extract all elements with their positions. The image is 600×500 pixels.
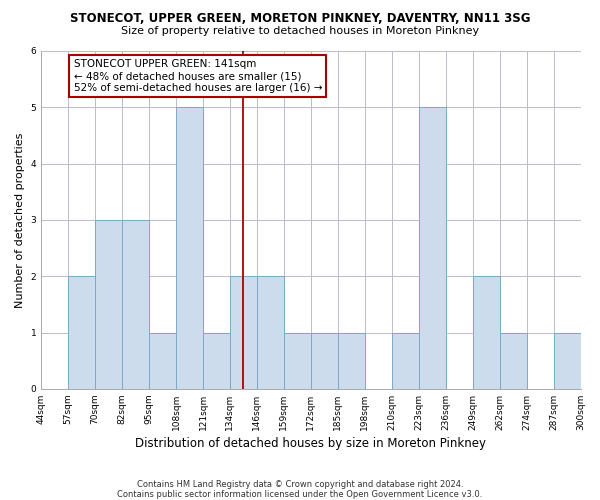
Bar <box>149 332 176 389</box>
Bar <box>284 332 311 389</box>
Text: STONECOT UPPER GREEN: 141sqm
← 48% of detached houses are smaller (15)
52% of se: STONECOT UPPER GREEN: 141sqm ← 48% of de… <box>74 60 322 92</box>
Bar <box>122 220 149 389</box>
Bar <box>257 276 284 389</box>
Bar <box>392 332 419 389</box>
Bar <box>176 108 203 389</box>
Bar <box>230 276 257 389</box>
Y-axis label: Number of detached properties: Number of detached properties <box>15 132 25 308</box>
Bar <box>311 332 338 389</box>
Bar <box>473 276 500 389</box>
Bar <box>554 332 581 389</box>
Text: Contains public sector information licensed under the Open Government Licence v3: Contains public sector information licen… <box>118 490 482 499</box>
Bar <box>203 332 230 389</box>
Bar <box>419 108 446 389</box>
X-axis label: Distribution of detached houses by size in Moreton Pinkney: Distribution of detached houses by size … <box>136 437 487 450</box>
Text: STONECOT, UPPER GREEN, MORETON PINKNEY, DAVENTRY, NN11 3SG: STONECOT, UPPER GREEN, MORETON PINKNEY, … <box>70 12 530 26</box>
Bar <box>500 332 527 389</box>
Bar <box>68 276 95 389</box>
Text: Size of property relative to detached houses in Moreton Pinkney: Size of property relative to detached ho… <box>121 26 479 36</box>
Bar <box>338 332 365 389</box>
Text: Contains HM Land Registry data © Crown copyright and database right 2024.: Contains HM Land Registry data © Crown c… <box>137 480 463 489</box>
Bar <box>95 220 122 389</box>
